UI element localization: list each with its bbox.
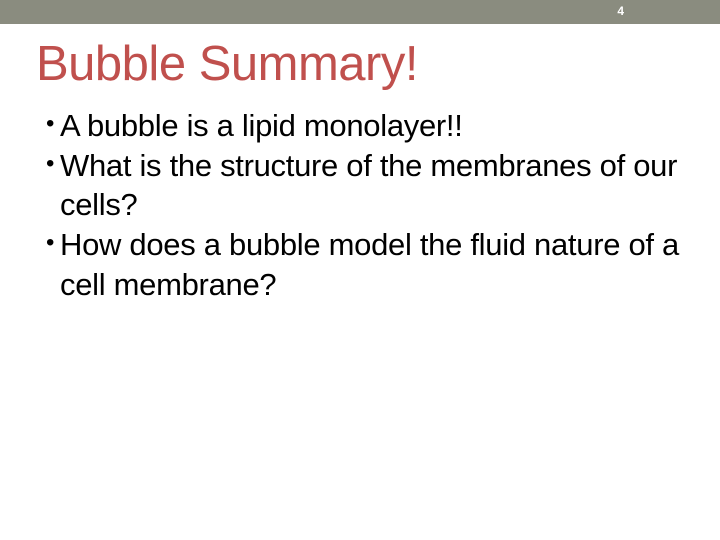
bullet-item: What is the structure of the membranes o… [46, 146, 684, 225]
bullet-list: A bubble is a lipid monolayer!! What is … [36, 106, 684, 304]
bullet-item: How does a bubble model the fluid nature… [46, 225, 684, 304]
slide-title: Bubble Summary! [36, 38, 684, 92]
slide-content: Bubble Summary! A bubble is a lipid mono… [0, 24, 720, 304]
slide-number: 4 [617, 4, 624, 18]
header-bar: 4 [0, 0, 720, 24]
bullet-item: A bubble is a lipid monolayer!! [46, 106, 684, 146]
